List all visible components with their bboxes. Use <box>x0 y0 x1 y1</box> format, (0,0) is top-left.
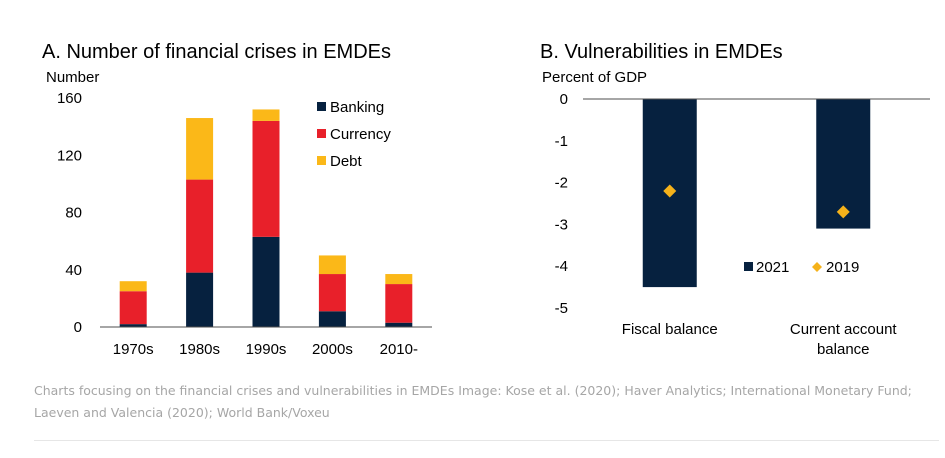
chart-a-bar-2010-currency <box>385 284 413 323</box>
chart-a-x-tick-1980s: 1980s <box>179 341 220 358</box>
chart-a-legend-swatch-currency <box>317 129 326 138</box>
chart-a-y-tick-120: 120 <box>57 147 82 164</box>
chart-b-y-tick-1: -1 <box>555 133 568 150</box>
chart-b-y-tick-0: 0 <box>560 91 568 108</box>
chart-a-legend-label-debt: Debt <box>330 153 363 170</box>
chart-b-y-tick-2: -2 <box>555 175 568 192</box>
chart-a-y-tick-80: 80 <box>65 205 82 222</box>
chart-a-y-tick-0: 0 <box>74 319 82 336</box>
chart-a-bar-1990s-debt <box>252 109 280 121</box>
chart-a-bar-2000s-currency <box>318 274 346 312</box>
chart-a-x-tick-2000s: 2000s <box>312 341 353 358</box>
chart-a-bar-2000s-banking <box>318 311 346 327</box>
chart-b-y-unit: Percent of GDP <box>542 69 647 86</box>
caption-line-2: Laeven and Valencia (2020); World Bank/V… <box>34 405 330 420</box>
chart-a-x-tick-labels: 1970s 1980s 1990s 2000s 2010- <box>113 341 418 358</box>
chart-a-bar-1980s-currency <box>186 179 214 273</box>
chart-a-bar-1970s-banking <box>119 324 147 327</box>
chart-a-legend: Banking Currency Debt <box>317 99 391 170</box>
chart-b-y-tick-5: -5 <box>555 300 568 317</box>
chart-a-bar-2010-debt <box>385 274 413 285</box>
chart-b-legend-swatch-2021 <box>744 262 753 271</box>
chart-a-bar-1970s-debt <box>119 281 147 292</box>
chart-b-point-fiscal-balance-2019 <box>663 184 677 198</box>
chart-a-x-tick-1970s: 1970s <box>113 341 154 358</box>
chart-b-bars <box>642 99 871 288</box>
image-caption: Charts focusing on the financial crises … <box>34 380 939 424</box>
chart-b: B. Vulnerabilities in EMDEs Percent of G… <box>540 41 930 358</box>
chart-a: A. Number of financial crises in EMDEs N… <box>42 41 432 358</box>
chart-a-bar-1980s-debt <box>186 118 214 180</box>
chart-a-title: A. Number of financial crises in EMDEs <box>42 41 391 63</box>
chart-b-legend: 2021 2019 <box>744 259 859 276</box>
charts-figure: A. Number of financial crises in EMDEs N… <box>42 41 930 358</box>
chart-a-y-unit: Number <box>46 69 99 86</box>
chart-b-x-tick-fiscal-balance: Fiscal balance <box>622 321 718 338</box>
chart-a-legend-label-currency: Currency <box>330 126 391 143</box>
chart-b-legend-label-2021: 2021 <box>756 259 789 276</box>
chart-b-point-current-account-balance-2019 <box>836 205 850 219</box>
chart-a-bars <box>119 109 413 327</box>
chart-b-title: B. Vulnerabilities in EMDEs <box>540 41 783 63</box>
chart-a-y-tick-160: 160 <box>57 90 82 107</box>
chart-b-y-tick-4: -4 <box>555 258 568 275</box>
chart-a-y-tick-labels: 0 40 80 120 160 <box>57 90 82 336</box>
chart-a-legend-swatch-banking <box>317 102 326 111</box>
chart-a-legend-label-banking: Banking <box>330 99 384 116</box>
chart-b-legend-swatch-2019 <box>812 262 822 272</box>
chart-b-legend-label-2019: 2019 <box>826 259 859 276</box>
chart-b-y-tick-labels: 0 -1 -2 -3 -4 -5 <box>555 91 568 317</box>
chart-a-legend-swatch-debt <box>317 156 326 165</box>
chart-a-bar-1990s-currency <box>252 120 280 237</box>
chart-a-bar-2000s-debt <box>318 255 346 275</box>
caption-divider <box>34 440 939 441</box>
chart-a-y-tick-40: 40 <box>65 262 82 279</box>
chart-a-bar-1990s-banking <box>252 236 280 327</box>
chart-a-bar-1970s-currency <box>119 291 147 325</box>
chart-a-x-tick-2010: 2010- <box>380 341 418 358</box>
chart-a-bar-1980s-banking <box>186 272 214 327</box>
chart-b-x-tick-labels: Fiscal balance Current account balance <box>622 321 898 358</box>
caption-line-1: Charts focusing on the financial crises … <box>34 383 912 398</box>
chart-a-bar-2010-banking <box>385 322 413 327</box>
chart-b-y-tick-3: -3 <box>555 216 568 233</box>
chart-a-x-tick-1990s: 1990s <box>246 341 287 358</box>
chart-b-x-tick-current-account-balance: Current account balance <box>790 321 898 358</box>
